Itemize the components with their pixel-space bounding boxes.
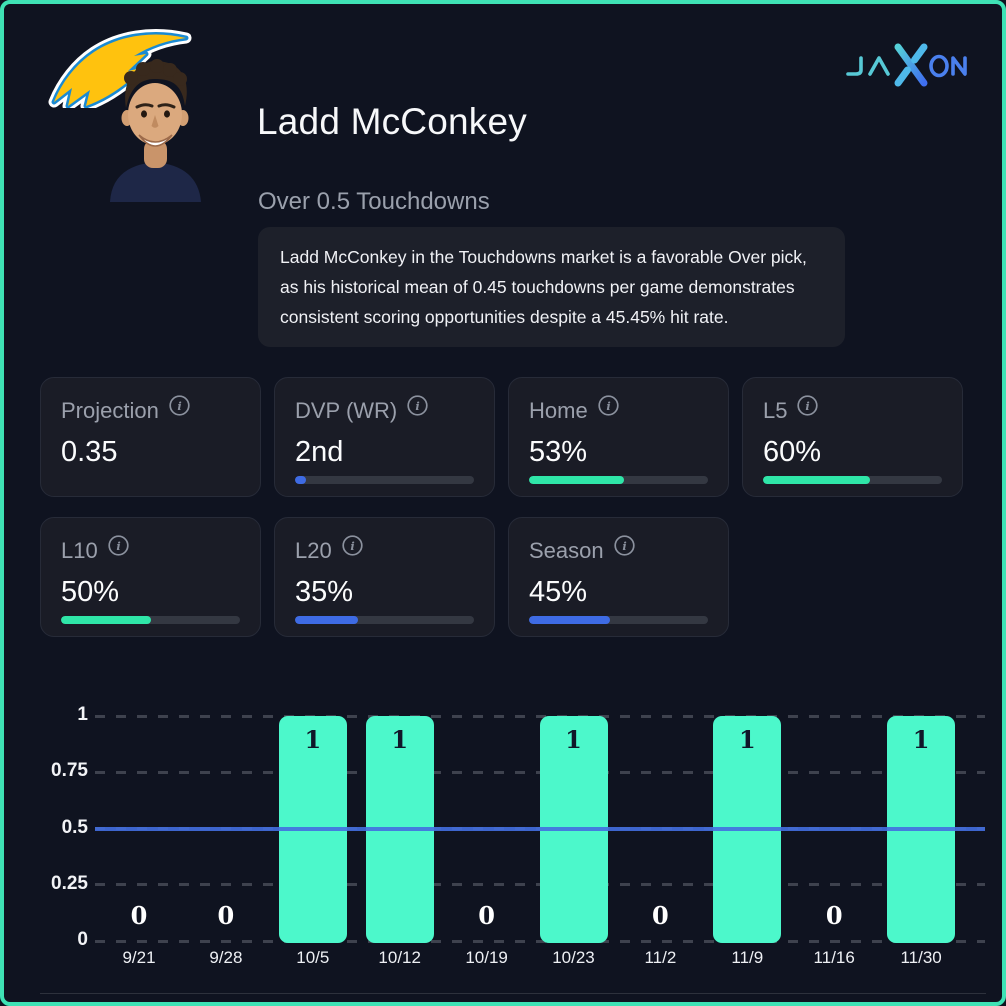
stat-progress-fill — [295, 616, 358, 624]
y-axis-label: 0.75 — [51, 760, 88, 782]
stat-card: L10 i 50% — [40, 517, 261, 637]
x-axis-label: 11/9 — [731, 948, 764, 967]
stat-card: DVP (WR) i 2nd — [274, 377, 495, 497]
bar-value-label: 1 — [912, 725, 930, 754]
gridline — [95, 939, 985, 943]
bottom-divider — [40, 993, 986, 994]
stat-card: L20 i 35% — [274, 517, 495, 637]
x-axis-label: 9/28 — [209, 948, 243, 967]
zero-value-label: 0 — [478, 901, 495, 930]
gridline — [95, 714, 985, 718]
jaxon-brand-logo — [846, 43, 967, 87]
y-axis-label: 0 — [77, 929, 88, 950]
x-axis-label: 10/5 — [296, 948, 330, 967]
analysis-description: Ladd McConkey in the Touchdowns market i… — [258, 227, 845, 347]
hit-chart: 0 0.25 0.5 0.75 1 0 9/21 0 9/28 1 10/5 1 10/12 0 10/19… — [0, 695, 1006, 985]
stat-progress-track — [529, 616, 708, 624]
info-icon[interactable]: i — [613, 534, 636, 562]
stat-card: Season i 45% — [508, 517, 729, 637]
stat-card: Projection i 0.35 — [40, 377, 261, 497]
x-axis-label: 10/23 — [552, 948, 595, 967]
stat-progress-fill — [529, 616, 610, 624]
stat-value: 53% — [529, 436, 588, 468]
stat-value: 45% — [529, 576, 588, 608]
zero-value-label: 0 — [825, 901, 843, 930]
info-icon[interactable]: i — [341, 534, 364, 562]
stat-label: Season — [529, 538, 604, 563]
bar-value-label: 1 — [391, 725, 409, 754]
y-axis-label: 1 — [77, 704, 88, 725]
player-headshot — [110, 59, 201, 202]
zero-value-label: 0 — [217, 901, 235, 930]
info-icon[interactable]: i — [168, 394, 191, 422]
zero-value-label: 0 — [130, 901, 148, 930]
stat-value: 50% — [61, 576, 120, 608]
svg-text:i: i — [116, 539, 120, 553]
zero-value-label: 0 — [652, 901, 669, 930]
info-icon[interactable]: i — [796, 394, 819, 422]
svg-text:i: i — [806, 399, 810, 413]
stat-progress-fill — [529, 476, 624, 484]
stat-progress-fill — [763, 476, 871, 484]
stat-value: 0.35 — [61, 436, 118, 468]
stat-value: 2nd — [295, 436, 344, 468]
stat-card: Home i 53% — [508, 377, 729, 497]
stat-progress-track — [763, 476, 942, 484]
y-axis-label: 0.25 — [51, 872, 88, 894]
prop-subtitle: Over 0.5 Touchdowns — [258, 188, 490, 215]
x-axis-label: 9/21 — [122, 948, 156, 967]
x-axis-label: 11/30 — [900, 948, 942, 967]
info-icon[interactable]: i — [107, 534, 130, 562]
stat-progress-fill — [61, 616, 151, 624]
bar-value-label: 1 — [738, 725, 756, 754]
stat-value: 35% — [295, 576, 354, 608]
stat-progress-track — [295, 476, 474, 484]
x-axis-label: 11/2 — [644, 948, 677, 967]
stat-progress-track — [61, 616, 240, 624]
svg-text:i: i — [177, 399, 181, 413]
y-axis-label: 0.5 — [61, 816, 88, 838]
stat-progress-fill — [295, 476, 306, 484]
stat-progress-track — [529, 476, 708, 484]
stat-label: Home — [529, 398, 588, 423]
svg-text:i: i — [416, 399, 420, 413]
svg-text:i: i — [606, 399, 610, 413]
stat-label: L10 — [61, 538, 98, 563]
x-axis-label: 10/12 — [378, 948, 421, 967]
svg-text:i: i — [350, 539, 354, 553]
bar-value-label: 1 — [304, 725, 322, 754]
stat-value: 60% — [763, 436, 822, 468]
info-icon[interactable]: i — [406, 394, 429, 422]
chargers-bolt-logo-icon — [48, 28, 192, 108]
stat-label: DVP (WR) — [295, 398, 398, 423]
stat-progress-track — [295, 616, 474, 624]
stat-label: L20 — [295, 538, 332, 563]
stat-label: Projection — [61, 398, 159, 423]
stats-grid: Projection i 0.35 DVP (WR) i 2nd — [40, 377, 963, 637]
page-title: Ladd McConkey — [257, 101, 527, 142]
prop-line — [95, 827, 985, 831]
info-icon[interactable]: i — [597, 394, 620, 422]
stat-card: L5 i 60% — [742, 377, 963, 497]
stat-label: L5 — [763, 398, 788, 423]
x-axis-label: 10/19 — [465, 948, 508, 967]
x-axis-label: 11/16 — [813, 948, 855, 967]
bar-value-label: 1 — [565, 725, 582, 754]
svg-text:i: i — [622, 539, 626, 553]
